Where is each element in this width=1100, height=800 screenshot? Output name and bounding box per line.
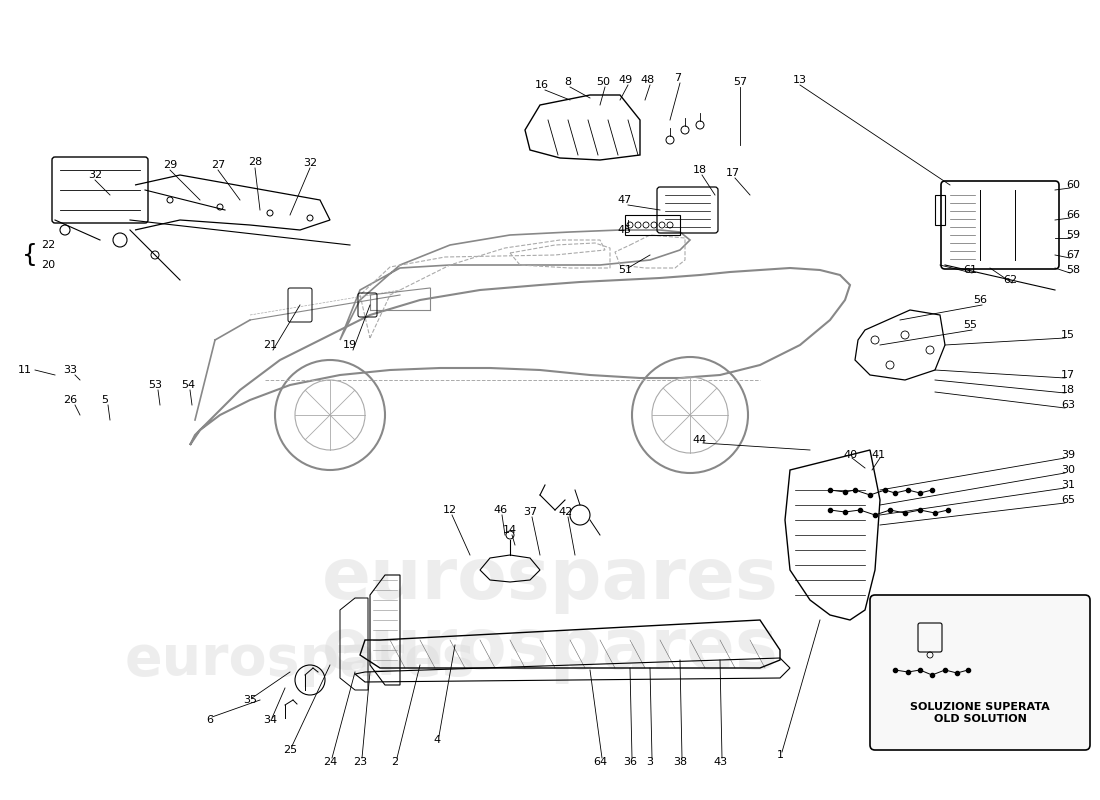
Text: 39: 39 xyxy=(1060,450,1075,460)
Text: 34: 34 xyxy=(263,715,277,725)
Text: 48: 48 xyxy=(641,75,656,85)
Text: 25: 25 xyxy=(283,745,297,755)
Text: 54: 54 xyxy=(180,380,195,390)
Text: 38: 38 xyxy=(673,757,688,767)
Text: 5: 5 xyxy=(101,395,109,405)
Text: 12: 12 xyxy=(443,505,458,515)
Text: 42: 42 xyxy=(559,507,573,517)
Text: 7: 7 xyxy=(674,73,682,83)
Text: 63: 63 xyxy=(1062,400,1075,410)
Text: 11: 11 xyxy=(18,365,32,375)
Text: 59: 59 xyxy=(1066,230,1080,240)
Text: 40: 40 xyxy=(843,450,857,460)
Text: 46: 46 xyxy=(493,505,507,515)
Text: 45: 45 xyxy=(618,225,632,235)
Text: 23: 23 xyxy=(353,757,367,767)
Text: 26: 26 xyxy=(63,395,77,405)
Text: 53: 53 xyxy=(148,380,162,390)
Text: 60: 60 xyxy=(1066,180,1080,190)
Text: 55: 55 xyxy=(962,320,977,330)
Text: 27: 27 xyxy=(211,160,226,170)
Text: 4: 4 xyxy=(433,735,441,745)
Text: 6: 6 xyxy=(207,715,213,725)
Text: 31: 31 xyxy=(1062,480,1075,490)
Text: {: { xyxy=(22,243,37,267)
Text: 3: 3 xyxy=(647,757,653,767)
Text: eurospares: eurospares xyxy=(124,633,475,687)
Text: 67: 67 xyxy=(1066,250,1080,260)
Text: 56: 56 xyxy=(974,295,987,305)
Text: 62: 62 xyxy=(1003,275,1018,285)
Text: 30: 30 xyxy=(1062,465,1075,475)
Text: 17: 17 xyxy=(726,168,740,178)
Text: 50: 50 xyxy=(596,77,611,87)
Text: 9: 9 xyxy=(975,613,981,623)
Text: 16: 16 xyxy=(535,80,549,90)
Text: SOLUZIONE SUPERATA
OLD SOLUTION: SOLUZIONE SUPERATA OLD SOLUTION xyxy=(910,702,1049,724)
Text: 57: 57 xyxy=(733,77,747,87)
Text: 22: 22 xyxy=(41,240,55,250)
Text: 2: 2 xyxy=(392,757,398,767)
Text: 32: 32 xyxy=(88,170,102,180)
Text: 41: 41 xyxy=(871,450,886,460)
Text: 47: 47 xyxy=(618,195,632,205)
Text: 66: 66 xyxy=(1066,210,1080,220)
Text: 29: 29 xyxy=(163,160,177,170)
Text: 24: 24 xyxy=(323,757,337,767)
Text: 65: 65 xyxy=(1062,495,1075,505)
Text: 18: 18 xyxy=(1060,385,1075,395)
Text: 37: 37 xyxy=(522,507,537,517)
Text: 64: 64 xyxy=(593,757,607,767)
Text: 44: 44 xyxy=(693,435,707,445)
Text: 33: 33 xyxy=(63,365,77,375)
FancyBboxPatch shape xyxy=(870,595,1090,750)
Text: 61: 61 xyxy=(962,265,977,275)
Text: 58: 58 xyxy=(1066,265,1080,275)
Text: 13: 13 xyxy=(793,75,807,85)
Text: 15: 15 xyxy=(1062,330,1075,340)
Text: 10: 10 xyxy=(971,655,984,665)
Text: 52: 52 xyxy=(881,613,895,623)
Text: 44: 44 xyxy=(881,655,895,665)
Text: 49: 49 xyxy=(619,75,634,85)
Text: 20: 20 xyxy=(41,260,55,270)
Text: 1: 1 xyxy=(777,750,783,760)
Text: 14: 14 xyxy=(503,525,517,535)
Text: 19: 19 xyxy=(343,340,358,350)
Text: 28: 28 xyxy=(248,157,262,167)
Text: 8: 8 xyxy=(564,77,572,87)
Text: 18: 18 xyxy=(693,165,707,175)
Text: 43: 43 xyxy=(713,757,727,767)
Text: 21: 21 xyxy=(263,340,277,350)
Text: 51: 51 xyxy=(618,265,632,275)
Text: eurospares: eurospares xyxy=(321,546,779,614)
Text: 17: 17 xyxy=(1060,370,1075,380)
Text: 32: 32 xyxy=(302,158,317,168)
Text: 35: 35 xyxy=(243,695,257,705)
Text: 36: 36 xyxy=(623,757,637,767)
Text: eurospares: eurospares xyxy=(321,615,779,685)
